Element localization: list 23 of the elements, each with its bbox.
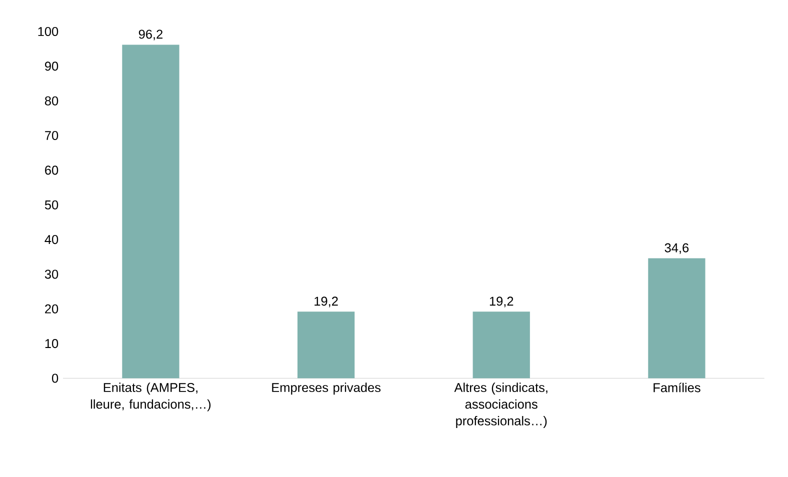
data-label: 96,2 [138, 30, 162, 40]
y-tick-label: 100 [38, 27, 58, 36]
y-tick-label: 60 [45, 166, 58, 175]
x-tick-label: Empreses privades [272, 382, 381, 395]
y-tick-label: 70 [45, 131, 58, 140]
y-tick-label: 10 [45, 339, 58, 348]
y-tick-label: 40 [44, 235, 58, 244]
bar [122, 44, 180, 378]
y-tick-label: 0 [52, 374, 58, 383]
bar [472, 312, 530, 378]
bar [297, 312, 355, 378]
y-tick-label: 90 [45, 62, 58, 71]
data-label: 34,6 [664, 243, 689, 254]
data-label: 19,2 [490, 296, 514, 308]
y-tick-label: 30 [44, 270, 58, 279]
data-label: 19,2 [314, 296, 338, 308]
y-tick-label: 20 [45, 304, 58, 314]
y-tick-label: 80 [44, 96, 58, 106]
y-tick-label: 50 [44, 200, 58, 210]
bar [648, 258, 706, 378]
x-tick-label: Famílies [654, 382, 700, 392]
x-tick-label: Enitats (AMPES, lleure, fundacions,…) [90, 382, 211, 412]
x-tick-label: Altres (sindicats, associacions professionals…) [454, 382, 548, 428]
